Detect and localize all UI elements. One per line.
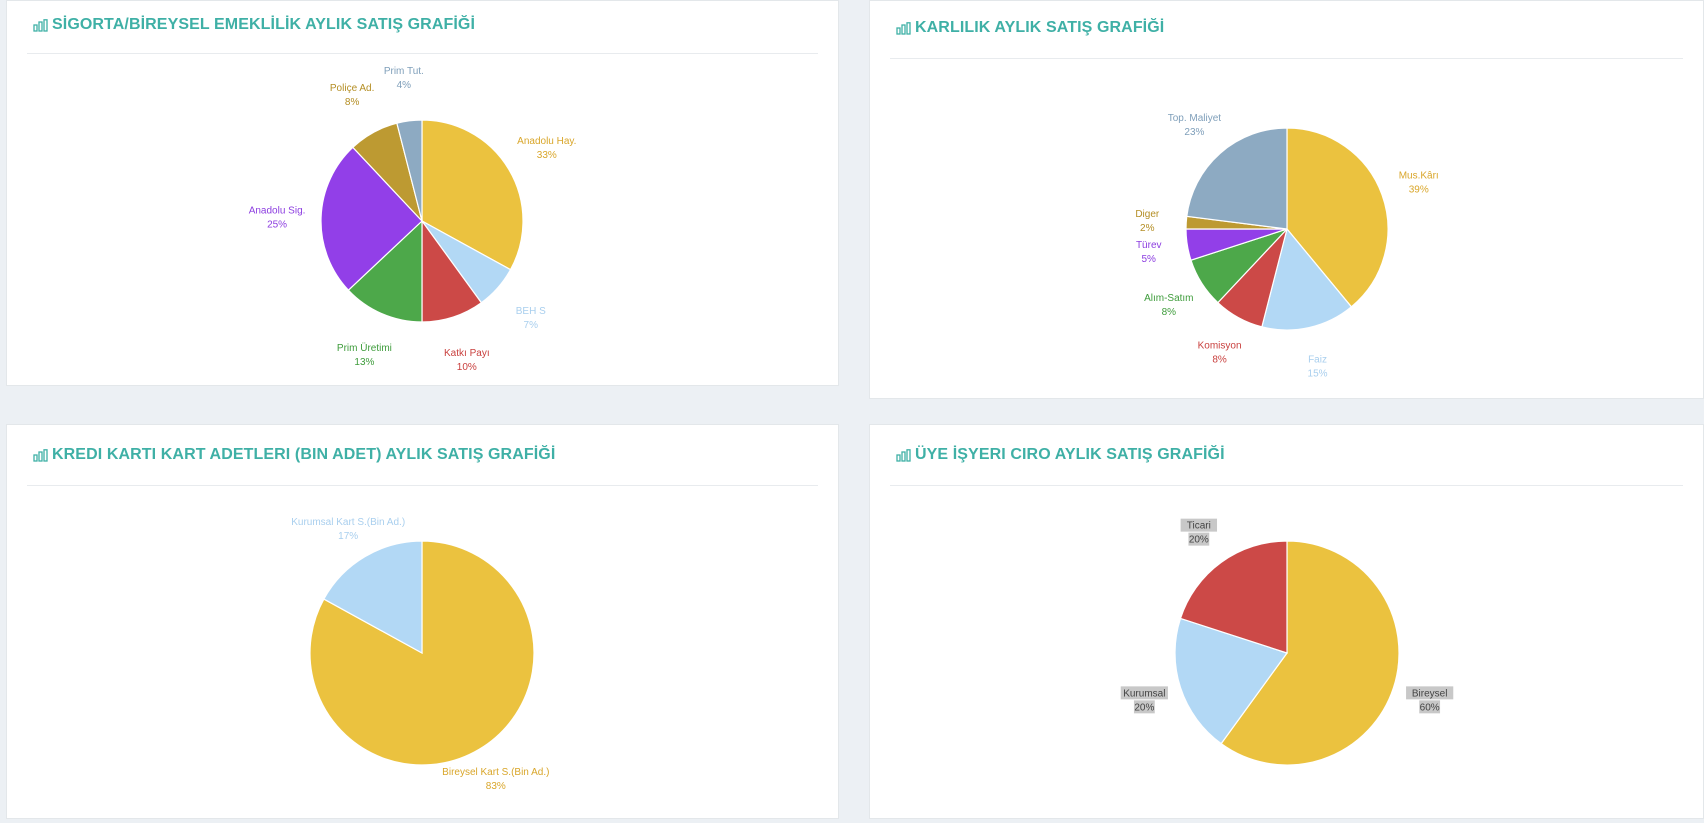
slice-label-box	[1180, 518, 1218, 532]
insurance-pension-chart-panel: SİGORTA/BİREYSEL EMEKLİLİK AYLIK SATIŞ G…	[6, 0, 839, 386]
slice-label-percent: 39%	[1409, 185, 1429, 196]
slice-label-percent: 8%	[345, 97, 360, 108]
slice-label-name: Top. Maliyet	[1168, 113, 1222, 124]
panel-title: ÜYE İŞYERI CIRO AYLIK SATIŞ GRAFİĞİ	[896, 446, 1225, 464]
slice-label-percent: 8%	[1212, 355, 1227, 366]
slice-label-beh-s: BEH S 7%	[516, 306, 546, 331]
panel-title-text: SİGORTA/BİREYSEL EMEKLİLİK AYLIK SATIŞ G…	[52, 16, 476, 33]
slice-label-box	[1133, 700, 1155, 714]
slice-label-percent: 25%	[267, 219, 287, 230]
bar-chart-icon	[33, 18, 48, 32]
slice-label-name: Diger	[1135, 209, 1160, 220]
merchant-turnover-chart-panel: ÜYE İŞYERI CIRO AYLIK SATIŞ GRAFİĞİ Bire…	[869, 424, 1704, 819]
slice-label-police-ad: Poliçe Ad. 8%	[330, 83, 374, 108]
pie-slice-kurumsal[interactable]	[1174, 617, 1288, 745]
slice-label-name: Anadolu Sig.	[249, 205, 306, 216]
slice-label-name: Kurumsal	[1123, 688, 1165, 699]
slice-label-percent: 2%	[1140, 223, 1155, 234]
slice-label-percent: 20%	[1189, 535, 1209, 546]
slice-label-box	[1406, 686, 1454, 700]
slice-label-name: Prim Üretimi	[337, 342, 392, 354]
slice-label-name: Mus.Kârı	[1399, 171, 1439, 182]
slice-label-anadolu-hay: Anadolu Hay. 33%	[517, 136, 576, 161]
slice-label-name: BEH S	[516, 306, 546, 317]
slice-label-bireysel: Bireysel 60%	[1406, 686, 1454, 714]
slice-label-faiz: Faiz 15%	[1308, 355, 1328, 380]
panel-title: KARLILIK AYLIK SATIŞ GRAFİĞİ	[896, 19, 1164, 37]
slice-label-percent: 33%	[537, 150, 557, 161]
slice-label-percent: 60%	[1420, 702, 1440, 713]
slice-label-percent: 8%	[1162, 307, 1177, 318]
slice-label-prim-uretimi: Prim Üretimi 13%	[337, 342, 392, 368]
panel-title: KREDI KARTI KART ADETLERI (BIN ADET) AYL…	[33, 446, 555, 464]
slice-label-kurumsal: Kurumsal 20%	[1120, 686, 1168, 714]
pie-chart: Bireysel Kart S.(Bin Ad.) 83% Kurumsal Kar…	[291, 517, 549, 792]
slice-label-name: Bireysel	[1412, 688, 1448, 699]
profitability-chart-panel: KARLILIK AYLIK SATIŞ GRAFİĞİ Mus.Kârı 39%…	[869, 0, 1704, 399]
slice-label-percent: 13%	[354, 357, 374, 368]
pie-slice-mus-kari[interactable]	[1286, 127, 1389, 308]
slice-label-name: Anadolu Hay.	[517, 136, 576, 147]
bar-chart-icon	[896, 448, 911, 462]
pie-chart: Anadolu Hay. 33% BEH S 7% Katkı Payı 10% Prim …	[249, 66, 577, 373]
slice-label-box	[1120, 686, 1168, 700]
slice-label-ticari: Ticari 20%	[1180, 518, 1218, 546]
slice-label-top-maliyet: Top. Maliyet 23%	[1168, 113, 1222, 138]
pie-chart: Bireysel 60% Kurumsal 20% Ticari 20%	[1120, 518, 1454, 766]
slice-label-name: Faiz	[1308, 355, 1327, 366]
bar-chart-icon	[896, 21, 911, 35]
credit-card-count-chart-panel: KREDI KARTI KART ADETLERI (BIN ADET) AYL…	[6, 424, 839, 819]
slice-label-alim-satim: Alım-Satım 8%	[1144, 293, 1193, 318]
panel-title: SİGORTA/BİREYSEL EMEKLİLİK AYLIK SATIŞ G…	[33, 16, 475, 34]
panel-title-text: KARLILIK AYLIK SATIŞ GRAFİĞİ	[915, 19, 1165, 36]
bar-chart-icon	[33, 448, 48, 462]
slice-label-name: Alım-Satım	[1144, 293, 1193, 304]
slice-label-diger: Diger 2%	[1135, 209, 1160, 234]
slice-label-name: Kurumsal Kart S.(Bin Ad.)	[291, 517, 405, 528]
panel-header: KARLILIK AYLIK SATIŞ GRAFİĞİ	[890, 1, 1683, 59]
pie-slice-prim-tut[interactable]	[396, 119, 423, 222]
slice-label-katki-payi: Katkı Payı 10%	[444, 348, 490, 373]
pie-slice-top-maliyet[interactable]	[1186, 127, 1288, 230]
panel-header: SİGORTA/BİREYSEL EMEKLİLİK AYLIK SATIŞ G…	[27, 1, 818, 54]
slice-label-name: Bireysel Kart S.(Bin Ad.)	[442, 767, 549, 778]
slice-label-name: Katkı Payı	[444, 348, 490, 359]
pie-slice-ticari[interactable]	[1179, 540, 1288, 654]
slice-label-percent: 7%	[524, 320, 539, 331]
slice-label-percent: 15%	[1308, 369, 1328, 380]
slice-label-name: Türev	[1136, 240, 1162, 251]
slice-label-kurumsal-kart-s-bin-ad: Kurumsal Kart S.(Bin Ad.) 17%	[291, 517, 405, 542]
slice-label-percent: 83%	[486, 781, 506, 792]
slice-label-komisyon: Komisyon 8%	[1198, 341, 1242, 366]
slice-label-percent: 17%	[338, 531, 358, 542]
slice-label-anadolu-sig: Anadolu Sig. 25%	[249, 205, 306, 230]
slice-label-name: Poliçe Ad.	[330, 83, 374, 94]
slice-label-percent: 10%	[457, 362, 477, 373]
slice-label-name: Prim Tut.	[384, 66, 424, 77]
pie-slice-kurumsal-kart-s-bin-ad[interactable]	[323, 540, 423, 655]
slice-label-turev: Türev 5%	[1136, 240, 1162, 265]
panel-header: KREDI KARTI KART ADETLERI (BIN ADET) AYL…	[27, 425, 818, 486]
slice-label-mus-kari: Mus.Kârı 39%	[1399, 171, 1439, 196]
slice-label-bireysel-kart-s-bin-ad: Bireysel Kart S.(Bin Ad.) 83%	[442, 767, 549, 792]
slice-label-name: Ticari	[1187, 521, 1211, 532]
panel-title-text: KREDI KARTI KART ADETLERI (BIN ADET) AYL…	[52, 446, 556, 463]
pie-slice-bireysel[interactable]	[1220, 540, 1400, 766]
pie-slice-anadolu-hay[interactable]	[421, 119, 524, 271]
panel-header: ÜYE İŞYERI CIRO AYLIK SATIŞ GRAFİĞİ	[890, 425, 1683, 486]
pie-slice-anadolu-sig[interactable]	[320, 146, 423, 291]
slice-label-box	[1188, 532, 1210, 546]
slice-label-percent: 5%	[1141, 254, 1156, 265]
slice-label-percent: 4%	[397, 80, 412, 91]
pie-chart: Mus.Kârı 39% Faiz 15% Komisyon 8% Alım-Satım 8%…	[1135, 113, 1439, 380]
pie-slice-faiz[interactable]	[1261, 227, 1353, 331]
pie-slice-prim-uretimi[interactable]	[347, 219, 423, 323]
slice-label-box	[1419, 700, 1441, 714]
slice-label-percent: 20%	[1134, 702, 1154, 713]
slice-label-percent: 23%	[1184, 127, 1204, 138]
slice-label-prim-tut: Prim Tut. 4%	[384, 66, 424, 91]
panel-title-text: ÜYE İŞYERI CIRO AYLIK SATIŞ GRAFİĞİ	[915, 446, 1225, 463]
slice-label-name: Komisyon	[1198, 341, 1242, 352]
